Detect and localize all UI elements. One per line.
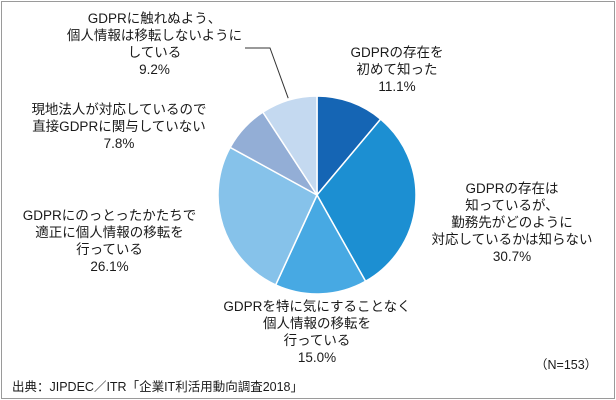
slice-label-line: GDPRの存在は <box>465 181 559 196</box>
slice-label-line: 直接GDPRに関与していない <box>32 119 206 134</box>
slice-value: 15.0% <box>297 350 337 365</box>
slice-label-transfer-without-care: GDPRを特に気にすることなく 個人情報の移転を 行っている 15.0% <box>207 298 427 366</box>
slice-value: 30.7% <box>492 249 532 264</box>
leader-line <box>245 47 289 99</box>
slice-label-line: 個人情報の移転を <box>263 316 371 331</box>
slice-label-compliant-transfer: GDPRにのっとったかたちで 適正に個人情報の移転を 行っている 26.1% <box>7 207 212 275</box>
slice-label-line: 初めて知った <box>356 62 438 77</box>
slice-label-no-transfer: GDPRに触れぬよう、 個人情報は移転しないように している 9.2% <box>47 10 262 78</box>
slice-value: 11.1% <box>378 79 416 94</box>
pie-slice-first-time <box>316 95 382 198</box>
slice-value: 7.8% <box>103 136 135 151</box>
slice-label-line: GDPRにのっとったかたちで <box>22 208 197 223</box>
slice-label-line: 適正に個人情報の移転を <box>35 225 184 240</box>
slice-label-line: 勤務先がどのように <box>451 215 573 230</box>
slice-label-line: している <box>127 45 182 60</box>
slice-label-line: 現地法人が対応しているので <box>31 102 207 117</box>
sample-size-note: （N=153） <box>535 358 598 372</box>
pie-slice-transfer-without-care <box>274 193 367 295</box>
slice-label-line: 知っているが、 <box>465 198 559 213</box>
slice-label-line: 行っている <box>283 333 351 348</box>
slice-label-line: 行っている <box>76 242 143 257</box>
source-note: 出典：JIPDEC／ITR「企業IT利活用動向調査2018」 <box>12 380 304 394</box>
pie-slice-unknown-response <box>316 118 417 283</box>
slice-label-line: GDPRの存在を <box>350 45 444 60</box>
slice-label-line: 対応しているかは知らない <box>431 232 593 247</box>
slice-label-first-time: GDPRの存在を 初めて知った 11.1% <box>322 44 472 95</box>
slice-label-line: GDPRを特に気にすることなく <box>223 299 411 314</box>
slice-value: 26.1% <box>90 259 129 274</box>
slice-value: 9.2% <box>139 62 170 77</box>
slice-label-local-subsidiary: 現地法人が対応しているので 直接GDPRに関与していない 7.8% <box>14 101 224 152</box>
slice-label-line: 個人情報は移転しないように <box>66 28 243 43</box>
pie-slice-no-transfer <box>261 95 318 198</box>
slice-label-line: GDPRに触れぬよう、 <box>87 11 222 26</box>
slice-label-unknown-response: GDPRの存在は 知っているが、 勤務先がどのように 対応しているかは知らない … <box>412 180 612 265</box>
